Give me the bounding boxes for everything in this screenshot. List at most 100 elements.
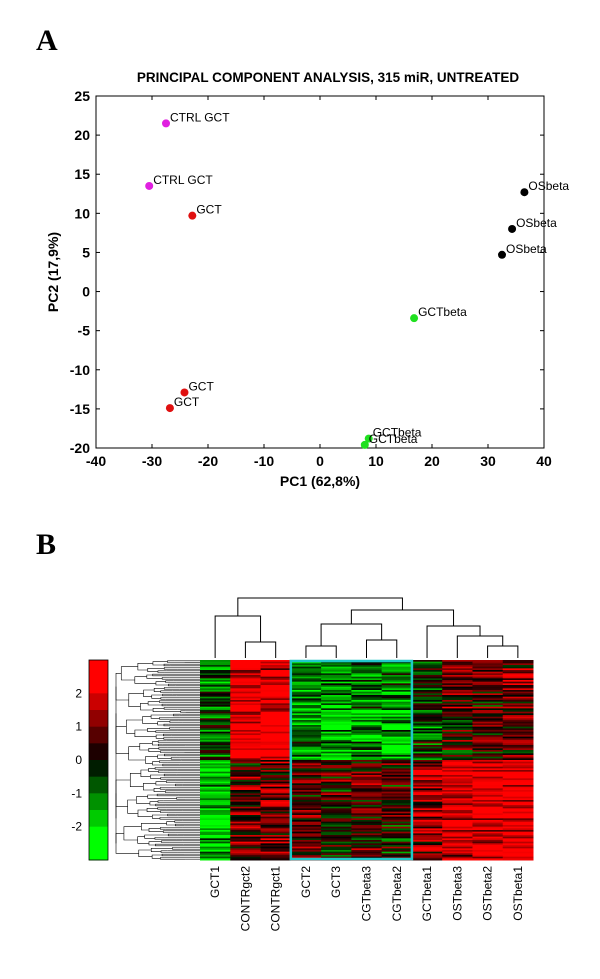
heatmap-cell: [502, 726, 534, 729]
heatmap-cell: [200, 786, 231, 789]
heatmap-cell: [472, 721, 504, 724]
heatmap-cell: [230, 848, 262, 851]
heatmap-cell: [472, 683, 504, 686]
heatmap-cell: [442, 801, 473, 804]
heatmap-cell: [230, 768, 262, 771]
heatmap-cell: [351, 711, 383, 714]
heatmap-cell: [381, 736, 413, 739]
heatmap-cell: [351, 811, 383, 814]
heatmap-cell: [351, 716, 383, 719]
row-link: [155, 781, 176, 786]
heatmap-cell: [411, 681, 443, 684]
heatmap-cell: [321, 745, 352, 748]
heatmap-cell: [321, 686, 352, 689]
heatmap-cell: [351, 855, 383, 858]
row-link: [157, 807, 179, 810]
heatmap-cell: [502, 810, 534, 813]
heatmap-cell: [411, 751, 443, 754]
heatmap-cell: [351, 756, 383, 759]
heatmap-cell: [321, 766, 352, 769]
dendrogram-link: [366, 639, 398, 658]
heatmap-cell: [381, 730, 413, 733]
heatmap-cell: [290, 801, 322, 804]
heatmap-cell: [290, 791, 322, 794]
heatmap-cell: [290, 693, 322, 696]
heatmap-cell: [411, 665, 443, 668]
heatmap-cell: [381, 673, 413, 676]
heatmap-cell: [472, 810, 504, 813]
heatmap-cell: [381, 823, 413, 826]
heatmap-cell: [472, 761, 504, 764]
row-link: [169, 720, 183, 723]
heatmap-cell: [411, 780, 443, 783]
heatmap-cell: [230, 820, 262, 823]
heatmap-cell: [502, 685, 534, 688]
heatmap-cell: [321, 815, 352, 818]
heatmap-cell: [502, 736, 534, 739]
heatmap-cell: [260, 715, 292, 718]
heatmap-cell: [381, 830, 413, 833]
heatmap-cell: [442, 715, 473, 718]
heatmap-cell: [411, 760, 443, 763]
heatmap-cell: [411, 695, 443, 698]
heatmap-cell: [290, 735, 322, 738]
heatmap-cell: [260, 838, 292, 841]
heatmap-cell: [472, 803, 504, 806]
heatmap-cell: [442, 746, 473, 749]
heatmap-cell: [200, 751, 231, 754]
heatmap-cell: [411, 775, 443, 778]
heatmap-cell: [472, 665, 504, 668]
heatmap-cell: [381, 853, 413, 856]
heatmap-cell: [411, 811, 443, 814]
heatmap-cell: [411, 756, 443, 759]
heatmap-cell: [351, 685, 383, 688]
heatmap-cell: [502, 778, 534, 781]
heatmap-cell: [472, 851, 504, 854]
heatmap-cell: [381, 663, 413, 666]
row-link: [123, 826, 142, 841]
heatmap-cell: [321, 678, 352, 681]
heatmap-cell: [411, 696, 443, 699]
heatmap-cell: [442, 755, 473, 758]
heatmap-cell: [200, 680, 231, 683]
heatmap-cell: [321, 700, 352, 703]
heatmap-cell: [381, 741, 413, 744]
heatmap-cell: [502, 691, 534, 694]
heatmap-cell: [321, 843, 352, 846]
column-dendrogram: [214, 597, 519, 658]
heatmap-cell: [321, 850, 352, 853]
heatmap-cell: [351, 836, 383, 839]
heatmap-cell: [442, 845, 473, 848]
heatmap-cell: [260, 800, 292, 803]
heatmap-cell: [442, 726, 473, 729]
heatmap-cell: [321, 846, 352, 849]
heatmap-cell: [502, 756, 534, 759]
heatmap-cell: [351, 670, 383, 673]
heatmap-cell: [502, 705, 534, 708]
heatmap-cell: [230, 715, 262, 718]
heatmap-cell: [381, 686, 413, 689]
heatmap-cell: [502, 843, 534, 846]
heatmap-cell: [381, 788, 413, 791]
heatmap-cell: [502, 856, 534, 859]
heatmap-cell: [472, 820, 504, 823]
heatmap-cell: [411, 666, 443, 669]
heatmap-cell: [381, 688, 413, 691]
heatmap-cell: [351, 690, 383, 693]
heatmap-cell: [200, 671, 231, 674]
heatmap-cell: [472, 670, 504, 673]
heatmap-cell: [260, 796, 292, 799]
heatmap-cell: [321, 785, 352, 788]
heatmap-cell: [411, 840, 443, 843]
heatmap-cell: [411, 793, 443, 796]
heatmap-cell: [472, 841, 504, 844]
heatmap-cell: [472, 831, 504, 834]
heatmap-cell: [200, 668, 231, 671]
heatmap-cell: [321, 770, 352, 773]
heatmap-cell: [411, 705, 443, 708]
heatmap-cell: [230, 741, 262, 744]
heatmap-cell: [351, 788, 383, 791]
heatmap-cell: [351, 671, 383, 674]
heatmap-cell: [200, 686, 231, 689]
